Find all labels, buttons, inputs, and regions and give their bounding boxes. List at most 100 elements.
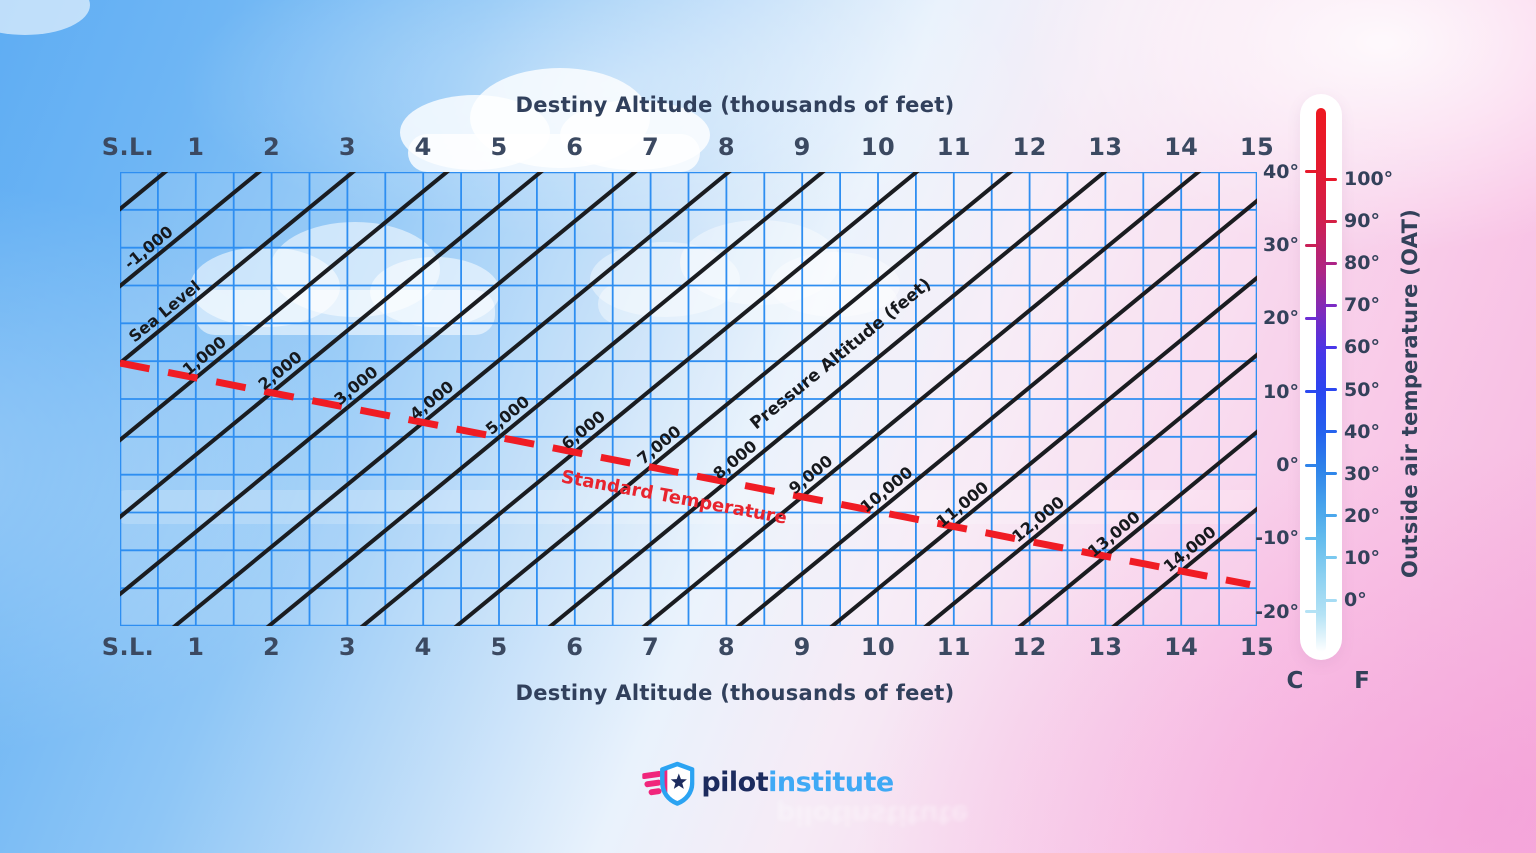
pressure-altitude-line [923,352,1257,626]
x-axis-tick-top-9: 9 [793,133,811,161]
fahrenheit-label-0: 0° [1344,589,1367,611]
x-axis-tick-top-12: 12 [1012,133,1047,161]
cloud-decoration [0,0,90,35]
pilot-institute-logo: pilotinstitute [642,758,894,808]
x-axis-tick-bottom-10: 10 [860,633,896,661]
fahrenheit-tick-0 [1324,598,1337,602]
pressure-altitude-line [120,172,638,597]
x-axis-tick-top-7: 7 [642,133,660,161]
x-axis-tick-top-2: 2 [263,133,281,161]
pressure-altitude-line [171,172,732,626]
celsius-tick-40 [1305,170,1318,174]
fahrenheit-tick-50 [1324,388,1337,391]
pressure-altitude-line [453,172,1014,626]
x-axis-tick-bottom-13: 13 [1088,633,1123,661]
x-axis-tick-top-6: 6 [566,133,584,161]
logo-shield [660,761,695,806]
pilot-institute-logo-icon [642,761,695,806]
pressure-altitude-line [120,172,450,443]
fahrenheit-tick-20 [1324,514,1337,518]
thermometer-gradient-bar [1316,108,1326,652]
pressure-altitude-line [265,172,826,626]
celsius-label--20: -20° [1255,600,1299,623]
bottom-axis-title: Destiny Altitude (thousands of feet) [515,681,955,705]
celsius-tick--10 [1305,536,1318,540]
x-axis-tick-bottom-3: 3 [338,633,356,661]
logo-wordmark: pilotinstitute [701,758,894,808]
cloud-decoration [680,220,840,305]
pressure-altitude-line [735,198,1257,626]
logo-text-institute: institute [768,767,894,798]
celsius-label-20: 20° [1263,307,1299,330]
x-axis-tick-bottom-14: 14 [1164,633,1199,661]
celsius-label-40: 40° [1263,160,1299,183]
fahrenheit-label-30: 30° [1344,462,1380,485]
logo-wing [642,770,663,796]
fahrenheit-tick-60 [1324,345,1337,349]
fahrenheit-tick-80 [1324,261,1337,265]
fahrenheit-unit-label: F [1354,668,1370,694]
x-axis-tick-bottom-9: 9 [793,633,811,661]
x-axis-tick-bottom-7: 7 [642,633,660,661]
fahrenheit-tick-10 [1324,556,1337,560]
x-axis-tick-top-3: 3 [338,133,356,161]
fahrenheit-tick-90 [1324,219,1337,223]
fahrenheit-label-60: 60° [1344,336,1380,359]
pressure-altitude-line [829,275,1257,626]
x-axis-tick-bottom-5: 5 [490,633,508,661]
celsius-unit-label: C [1286,668,1304,694]
logo-star-icon [670,773,687,789]
logo-text-pilot: pilot [701,767,769,798]
fahrenheit-label-100: 100° [1344,168,1394,190]
fahrenheit-label-90: 90° [1344,210,1380,233]
fahrenheit-tick-30 [1324,472,1337,476]
celsius-tick-10 [1305,390,1318,394]
fahrenheit-label-10: 10° [1344,546,1380,569]
pressure-line-label: Sea Level [125,277,204,347]
x-axis-tick-top-4: 4 [414,133,432,161]
pressure-altitude-line [359,172,920,626]
fahrenheit-label-80: 80° [1344,252,1380,275]
x-axis-tick-top-5: 5 [490,133,508,161]
celsius-tick--20 [1305,610,1318,614]
x-axis-tick-bottom-S.L.: S.L. [101,633,155,661]
pressure-altitude-line [547,172,1108,626]
x-axis-tick-top-11: 11 [936,133,971,161]
x-axis-tick-top-8: 8 [717,133,735,161]
x-axis-tick-bottom-4: 4 [414,633,432,661]
celsius-tick-20 [1305,316,1318,320]
cloud-decoration [590,242,740,317]
pressure-altitude-line [641,172,1202,626]
x-axis-tick-bottom-11: 11 [936,633,971,661]
cloud-decoration [408,134,700,172]
standard-temperature-line [120,359,1251,589]
standard-temperature-label: Standard Temperature [559,466,788,528]
celsius-tick-0 [1305,463,1318,467]
top-axis-title: Destiny Altitude (thousands of feet) [515,93,955,117]
celsius-label-10: 10° [1263,380,1299,403]
pressure-altitude-line [120,172,357,366]
fahrenheit-tick-70 [1324,303,1337,307]
fahrenheit-label-20: 20° [1344,504,1380,527]
x-axis-tick-bottom-6: 6 [566,633,584,661]
celsius-tick-30 [1305,243,1318,247]
x-axis-tick-top-14: 14 [1164,133,1199,161]
x-axis-tick-bottom-2: 2 [263,633,281,661]
x-axis-tick-top-10: 10 [860,133,896,161]
fahrenheit-label-50: 50° [1344,378,1380,401]
pressure-altitude-line [120,172,544,520]
x-axis-tick-top-S.L.: S.L. [101,133,155,161]
pressure-altitude-line [120,172,263,289]
pressure-altitude-line [1017,429,1257,626]
pressure-altitude-line [1111,506,1257,626]
fahrenheit-tick-100 [1324,177,1337,181]
celsius-label-30: 30° [1263,234,1299,257]
x-axis-tick-top-15: 15 [1239,133,1275,161]
x-axis-tick-top-1: 1 [187,133,205,161]
celsius-label-0: 0° [1276,454,1299,476]
fahrenheit-tick-40 [1324,430,1337,434]
oat-axis-title: Outside air temperature (OAT) [1398,208,1422,578]
x-axis-tick-bottom-12: 12 [1012,633,1047,661]
